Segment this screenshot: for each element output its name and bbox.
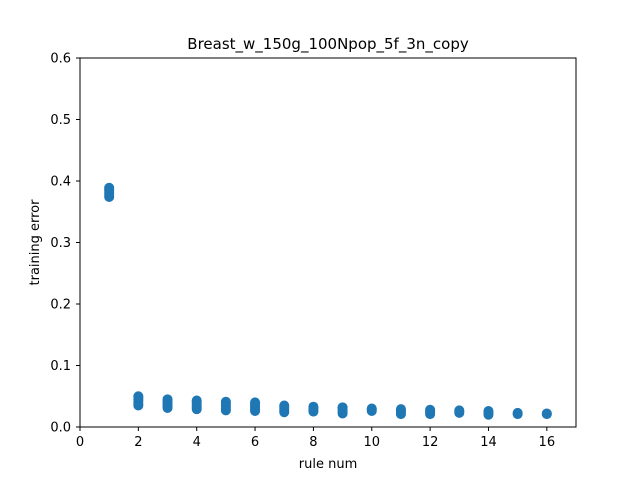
- data-point: [191, 395, 202, 406]
- data-point: [250, 397, 261, 408]
- y-tick-label: 0.1: [50, 359, 71, 374]
- data-point: [512, 407, 523, 418]
- data-point: [220, 396, 231, 407]
- y-tick-label: 0.0: [50, 421, 71, 436]
- x-tick-label: 0: [76, 435, 84, 450]
- chart-title: Breast_w_150g_100Npop_5f_3n_copy: [187, 35, 469, 54]
- data-point: [366, 403, 377, 414]
- y-axis-ticks: 0.0 0.1 0.2 0.3 0.4 0.5 0.6: [50, 52, 80, 436]
- y-axis-label: training error: [28, 199, 43, 286]
- x-tick-label: 4: [193, 435, 201, 450]
- data-point: [483, 406, 494, 417]
- data-point: [279, 400, 290, 411]
- x-tick-label: 6: [251, 435, 259, 450]
- x-tick-label: 2: [134, 435, 142, 450]
- y-tick-label: 0.6: [50, 52, 71, 67]
- y-tick-label: 0.2: [50, 298, 71, 313]
- x-axis-label: rule num: [299, 457, 357, 472]
- data-point: [425, 404, 436, 415]
- x-axis-ticks: 0 2 4 6 8 10 12 14 16: [76, 427, 555, 450]
- data-point: [337, 402, 348, 413]
- x-tick-label: 14: [480, 435, 497, 450]
- y-tick-label: 0.5: [50, 113, 71, 128]
- x-tick-label: 12: [422, 435, 439, 450]
- data-point: [104, 182, 115, 193]
- x-tick-label: 10: [363, 435, 380, 450]
- data-point: [133, 391, 144, 402]
- x-tick-label: 8: [309, 435, 317, 450]
- x-tick-label: 16: [539, 435, 556, 450]
- y-tick-label: 0.3: [50, 236, 71, 251]
- y-tick-label: 0.4: [50, 175, 71, 190]
- data-point: [308, 401, 319, 412]
- data-point: [395, 404, 406, 415]
- data-point: [162, 394, 173, 405]
- data-point: [454, 405, 465, 416]
- data-points: [104, 182, 552, 420]
- data-point: [541, 408, 552, 419]
